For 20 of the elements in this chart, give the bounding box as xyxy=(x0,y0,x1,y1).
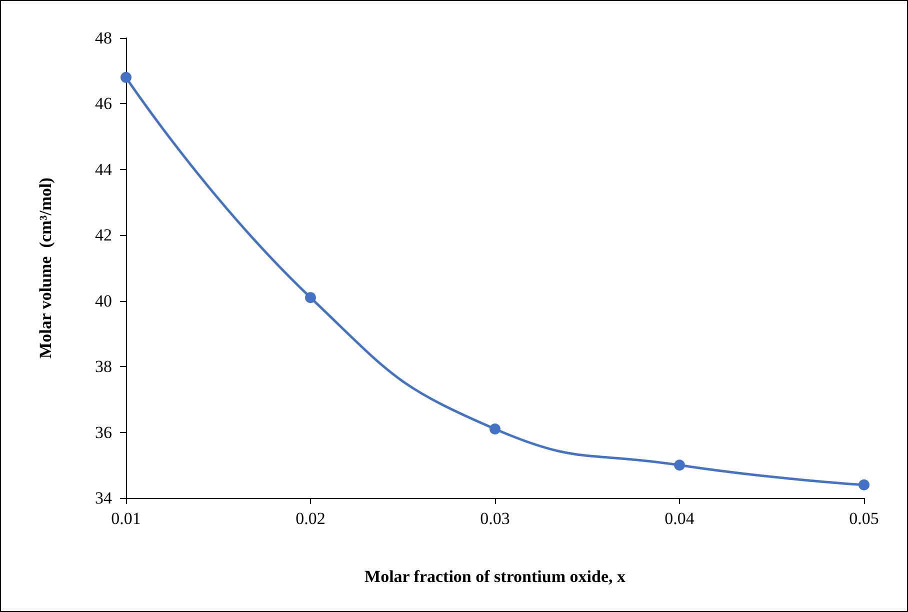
point xyxy=(120,72,132,83)
x-tick-label: 0.02 xyxy=(296,509,326,528)
x-axis-title: Molar fraction of strontium oxide, x xyxy=(364,567,626,586)
y-tick-label: 42 xyxy=(95,226,112,245)
y-tick-label: 44 xyxy=(95,160,112,179)
y-tick-label: 48 xyxy=(95,28,112,48)
y-tick-label: 38 xyxy=(95,357,112,376)
point xyxy=(674,460,685,471)
x-tick-label: 0.04 xyxy=(664,509,695,528)
point xyxy=(858,479,870,490)
x-tick-label: 0.05 xyxy=(849,509,879,528)
x-tick-label: 0.01 xyxy=(111,509,141,528)
y-tick-label: 46 xyxy=(95,94,112,114)
y-tick-label: 36 xyxy=(95,422,112,442)
point xyxy=(305,292,316,304)
y-axis-title: Molar volume (cm³/mol) xyxy=(36,178,55,358)
y-tick-label: 34 xyxy=(95,488,112,508)
point xyxy=(490,424,500,434)
y-tick-label: 40 xyxy=(95,291,112,310)
x-tick-label: 0.03 xyxy=(480,509,510,528)
